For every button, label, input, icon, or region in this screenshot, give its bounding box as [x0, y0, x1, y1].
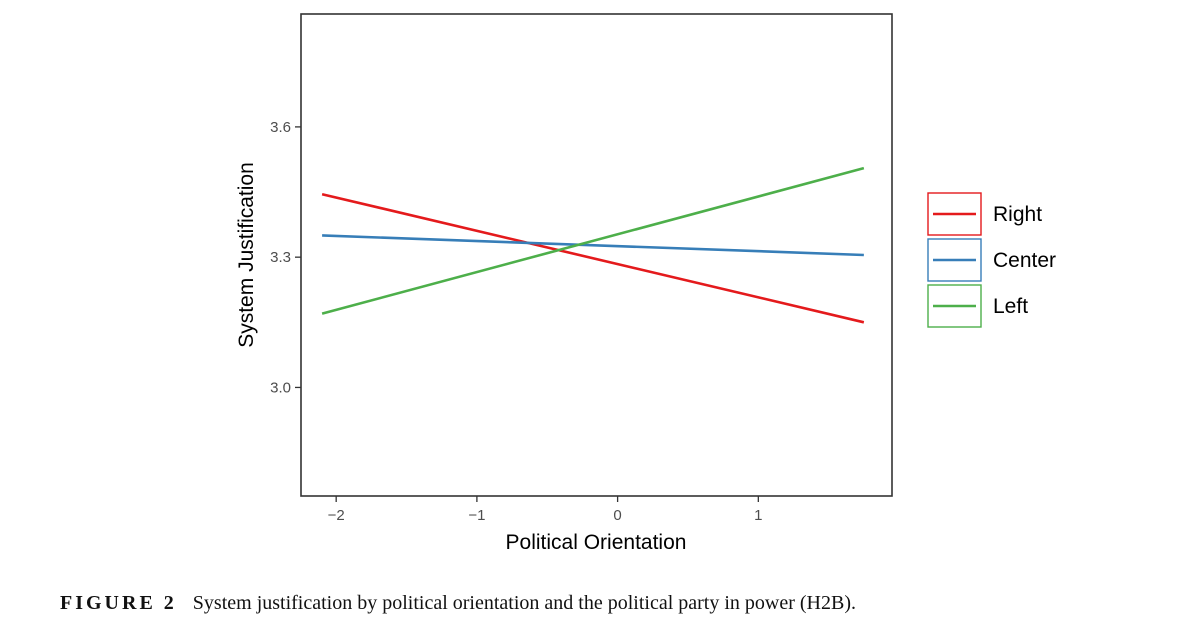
legend-label: Center: [993, 249, 1056, 272]
legend-label: Right: [993, 203, 1042, 226]
x-axis-title: Political Orientation: [506, 531, 687, 554]
legend-item-left: Left: [927, 284, 1028, 328]
series-line-left: [321, 166, 865, 315]
x-tick-label: −1: [468, 507, 485, 524]
chart: −2 −1 0 1 3.0 3.3 3.6 Right Center Left Politica…: [235, 13, 1056, 554]
y-tick-label: 3.0: [270, 379, 291, 396]
y-tick-label: 3.6: [270, 119, 291, 136]
caption-text: System justification by political orient…: [192, 592, 856, 614]
y-axis-title: System Justification: [235, 162, 258, 348]
plot-panel: [300, 13, 893, 497]
x-tick-label: 0: [613, 507, 621, 524]
x-tick-label: 1: [754, 507, 762, 524]
y-tick-label: 3.3: [270, 249, 291, 266]
series-line-right: [321, 192, 865, 324]
legend-item-right: Right: [927, 192, 1042, 236]
figure-caption: FIGURE 2 System justification by politica…: [60, 592, 856, 615]
legend-item-center: Center: [927, 238, 1056, 282]
series-line-center: [322, 234, 864, 257]
legend-label: Left: [993, 295, 1028, 318]
caption-label: FIGURE 2: [60, 592, 177, 614]
x-tick-label: −2: [328, 507, 345, 524]
